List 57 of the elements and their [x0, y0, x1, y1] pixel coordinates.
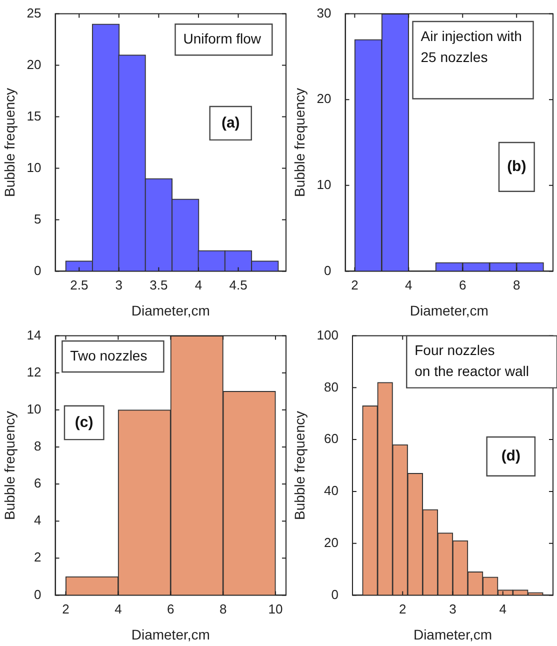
- y-tick-label: 20: [324, 534, 338, 550]
- y-tick-label: 15: [26, 108, 42, 124]
- y-axis-title: Bubble frequency: [291, 88, 308, 197]
- y-tick-label: 10: [26, 160, 42, 175]
- y-tick-label: 8: [34, 438, 42, 454]
- x-tick-label: 4: [405, 277, 412, 292]
- y-axis-title: Bubble frequency: [1, 88, 18, 197]
- annotation: Two nozzles: [70, 347, 148, 364]
- annotation: Four nozzles on the reactor wall: [414, 342, 530, 380]
- x-tick-label: 8: [512, 277, 520, 292]
- x-tick-label: 2: [62, 601, 70, 616]
- y-tick-label: 10: [316, 176, 332, 192]
- x-tick-label: 4: [114, 601, 122, 616]
- x-axis-title: Diameter,cm: [131, 302, 210, 318]
- annotation: (c): [74, 414, 94, 431]
- y-tick-label: 4: [34, 512, 42, 528]
- y-tick-label: 100: [316, 327, 338, 342]
- y-tick-label: 0: [331, 586, 338, 602]
- y-tick-label: 0: [34, 262, 42, 278]
- y-tick-label: 40: [324, 483, 338, 498]
- y-tick-label: 20: [316, 91, 332, 106]
- y-tick-label: 14: [26, 327, 42, 342]
- annotation: (b): [507, 158, 526, 176]
- x-tick-label: 2.5: [70, 277, 88, 292]
- y-tick-label: 0: [324, 262, 332, 278]
- x-tick-label: 6: [459, 277, 466, 292]
- x-tick-label: 4: [499, 601, 506, 616]
- x-tick-label: 3: [449, 601, 456, 616]
- y-tick-label: 30: [316, 5, 332, 20]
- x-axis-title: Diameter,cm: [410, 302, 488, 318]
- y-tick-label: 12: [26, 364, 42, 380]
- x-tick-label: 4: [194, 277, 202, 292]
- y-tick-label: 10: [26, 401, 42, 416]
- x-tick-label: 6: [167, 601, 174, 616]
- x-tick-label: 4.5: [229, 277, 248, 292]
- y-tick-label: 0: [34, 586, 42, 602]
- annotation: Uniform flow: [183, 30, 262, 46]
- annotation: (d): [501, 448, 520, 465]
- x-tick-label: 2: [351, 277, 358, 292]
- x-tick-label: 10: [268, 601, 283, 616]
- y-axis-title: Bubble frequency: [1, 411, 18, 520]
- y-tick-label: 80: [324, 379, 338, 394]
- y-axis-title: Bubble frequency: [291, 411, 308, 520]
- x-axis-title: Diameter,cm: [131, 626, 210, 642]
- x-tick-label: 2: [399, 601, 406, 616]
- x-tick-label: 3.5: [150, 277, 168, 292]
- x-tick-label: 3: [115, 277, 123, 292]
- y-tick-label: 2: [34, 550, 42, 565]
- y-tick-label: 5: [34, 211, 42, 226]
- y-tick-label: 6: [34, 476, 42, 491]
- x-axis-title: Diameter,cm: [413, 626, 492, 642]
- annotation: Air injection with 25 nozzles: [420, 28, 522, 65]
- y-tick-label: 20: [26, 56, 42, 72]
- y-tick-label: 25: [26, 5, 42, 20]
- y-tick-label: 60: [324, 431, 338, 446]
- annotation: (a): [221, 114, 240, 132]
- x-tick-label: 8: [219, 601, 227, 616]
